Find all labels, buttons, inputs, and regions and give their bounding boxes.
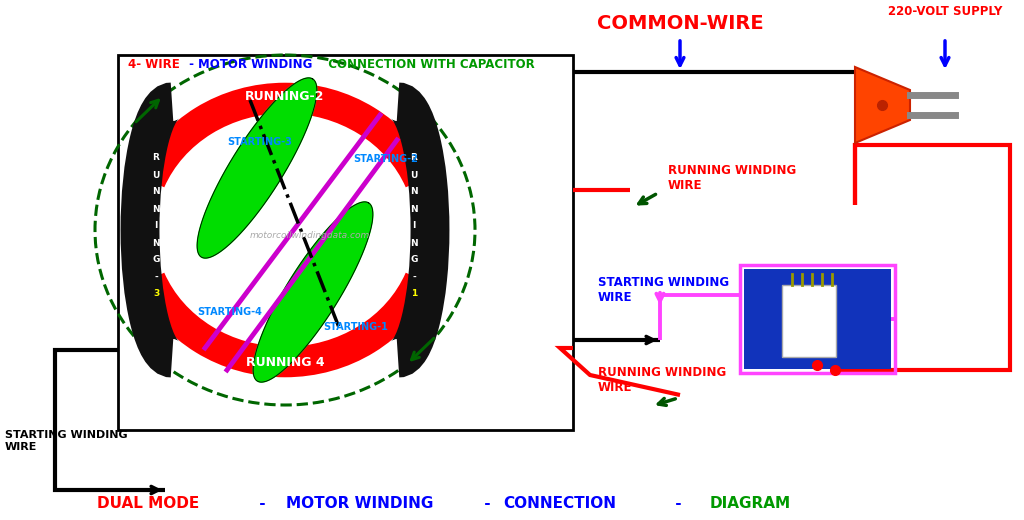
Text: 1: 1 (411, 290, 417, 298)
Text: STARTING-3: STARTING-3 (227, 137, 293, 147)
Text: 4- WIRE: 4- WIRE (128, 58, 180, 71)
Text: STARTING WINDING
WIRE: STARTING WINDING WIRE (598, 276, 729, 304)
Text: -: - (478, 497, 496, 512)
Text: I: I (413, 222, 416, 230)
Text: N: N (411, 239, 418, 248)
Text: STARTING-1: STARTING-1 (323, 322, 388, 332)
Text: MOTOR WINDING: MOTOR WINDING (287, 497, 434, 512)
Text: COMMON-WIRE: COMMON-WIRE (597, 14, 763, 33)
Text: DUAL MODE: DUAL MODE (97, 497, 199, 512)
Bar (740, 265, 895, 373)
Text: CONNECTION WITH CAPACITOR: CONNECTION WITH CAPACITOR (319, 58, 535, 71)
Text: U: U (153, 171, 160, 179)
Text: STARTING WINDING
WIRE: STARTING WINDING WIRE (5, 430, 128, 451)
Text: N: N (411, 188, 418, 197)
Text: -: - (254, 497, 270, 512)
Text: CONNECTION: CONNECTION (504, 497, 616, 512)
Text: G: G (411, 255, 418, 265)
Text: RUNNING WINDING
WIRE: RUNNING WINDING WIRE (598, 366, 726, 394)
Bar (782, 285, 836, 357)
Text: G: G (153, 255, 160, 265)
Text: DIAGRAM: DIAGRAM (710, 497, 791, 512)
Text: RUNNING WINDING
WIRE: RUNNING WINDING WIRE (668, 164, 797, 192)
Text: N: N (153, 204, 160, 214)
Text: 220-VOLT SUPPLY: 220-VOLT SUPPLY (888, 5, 1002, 18)
Text: -: - (412, 272, 416, 281)
Text: N: N (411, 204, 418, 214)
Text: R: R (153, 153, 160, 162)
Text: MOTOR WINDING: MOTOR WINDING (198, 58, 312, 71)
Text: -: - (185, 58, 198, 71)
Text: 3: 3 (153, 290, 159, 298)
Text: motorcoilwindingdata.com: motorcoilwindingdata.com (250, 231, 370, 240)
Text: STARTING-4: STARTING-4 (198, 307, 262, 317)
Text: RUNNING-2: RUNNING-2 (246, 90, 325, 103)
Polygon shape (198, 78, 316, 258)
Text: N: N (153, 239, 160, 248)
Text: RUNNING 4: RUNNING 4 (246, 357, 325, 370)
Text: -: - (670, 497, 686, 512)
Text: R: R (411, 153, 418, 162)
Text: U: U (411, 171, 418, 179)
Text: N: N (153, 188, 160, 197)
Text: I: I (155, 222, 158, 230)
Polygon shape (253, 202, 373, 382)
Bar (744, 269, 891, 369)
Bar (118, 55, 573, 430)
Text: STARTING-2: STARTING-2 (353, 154, 418, 164)
Text: -: - (155, 272, 158, 281)
Polygon shape (855, 67, 910, 143)
